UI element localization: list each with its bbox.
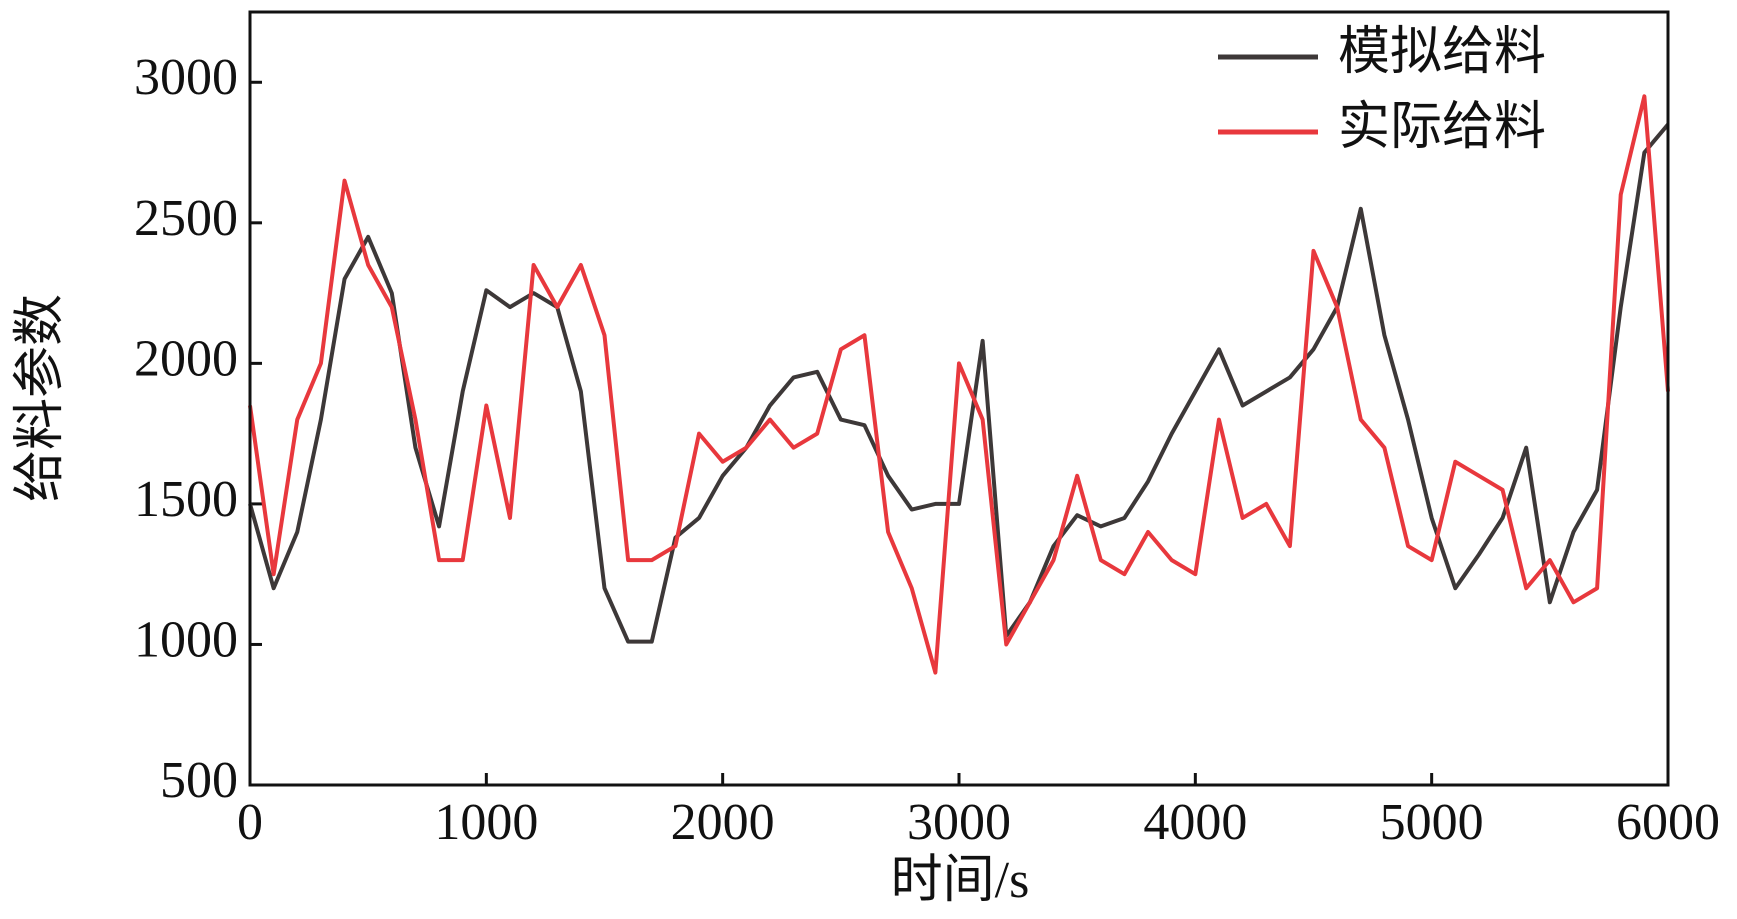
x-tick-label: 1000 bbox=[434, 794, 538, 851]
x-tick-label: 2000 bbox=[671, 794, 775, 851]
y-tick-label: 1500 bbox=[134, 471, 238, 528]
legend-label: 实际给料 bbox=[1338, 99, 1546, 156]
series-line bbox=[248, 123, 1670, 644]
y-tick-label: 500 bbox=[160, 752, 238, 809]
x-axis-label: 时间/s bbox=[891, 852, 1030, 909]
y-tick-label: 3000 bbox=[134, 49, 238, 106]
x-tick-label: 5000 bbox=[1380, 794, 1484, 851]
plot-frame bbox=[248, 10, 1670, 787]
series-line bbox=[248, 94, 1670, 675]
x-tick-label: 4000 bbox=[1143, 794, 1247, 851]
y-tick-label: 1000 bbox=[134, 611, 238, 668]
x-tick-label: 6000 bbox=[1616, 794, 1720, 851]
x-tick-label: 3000 bbox=[907, 794, 1011, 851]
x-tick-label: 0 bbox=[237, 794, 263, 851]
legend-label: 模拟给料 bbox=[1338, 24, 1546, 81]
y-tick-label: 2000 bbox=[134, 330, 238, 387]
y-axis-label: 给料参数 bbox=[12, 294, 69, 502]
y-tick-label: 2500 bbox=[134, 190, 238, 247]
